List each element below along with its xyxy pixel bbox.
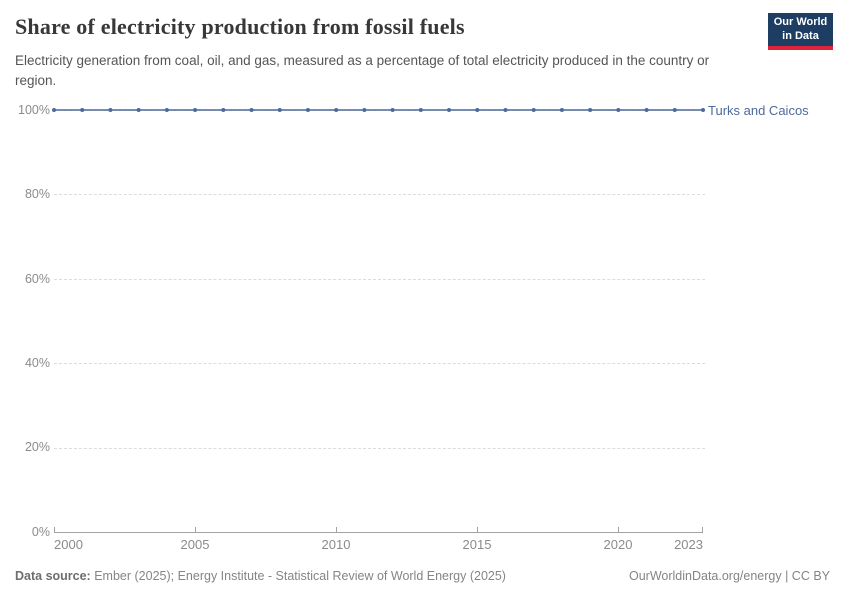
y-axis-label-60: 60% — [24, 272, 50, 286]
y-axis-label-40: 40% — [24, 356, 50, 370]
x-axis-label-2020: 2020 — [603, 537, 633, 552]
x-axis-tick-2005 — [195, 527, 196, 532]
y-axis-label-100: 100% — [18, 103, 50, 117]
owid-logo-line2: in Data — [782, 29, 819, 42]
y-axis-label-20: 20% — [24, 440, 50, 454]
data-source-note: Data source: Ember (2025); Energy Instit… — [15, 569, 506, 583]
series-entity-label: Turks and Caicos — [708, 103, 809, 118]
x-axis-tick-2020 — [618, 527, 619, 532]
x-axis-label-2010: 2010 — [321, 537, 351, 552]
x-axis-label-2000: 2000 — [54, 537, 83, 552]
gridline-100 — [54, 110, 705, 111]
gridline-80 — [54, 194, 705, 195]
x-axis-label-2015: 2015 — [462, 537, 492, 552]
chart-title: Share of electricity production from fos… — [15, 14, 465, 39]
gridline-40 — [54, 363, 705, 364]
y-axis-label-0: 0% — [31, 525, 50, 539]
data-source-text: Ember (2025); Energy Institute - Statist… — [94, 569, 506, 583]
owid-logo: Our World in Data — [768, 13, 833, 50]
y-axis-label-80: 80% — [24, 187, 50, 201]
owid-logo-line1: Our World — [773, 16, 828, 29]
x-axis-tick-2015 — [477, 527, 478, 532]
x-axis-tick-2023 — [702, 527, 703, 532]
x-axis-tick-2010 — [336, 527, 337, 532]
gridline-20 — [54, 448, 705, 449]
x-axis-label-2023: 2023 — [674, 537, 703, 552]
x-axis-label-2005: 2005 — [180, 537, 210, 552]
gridline-60 — [54, 279, 705, 280]
chart-subtitle: Electricity generation from coal, oil, a… — [15, 53, 710, 88]
data-source-label: Data source: — [15, 569, 91, 583]
owid-url-license-link[interactable]: OurWorldinData.org/energy | CC BY — [628, 569, 830, 583]
x-axis-tick-2000 — [54, 527, 55, 532]
x-axis-line — [54, 532, 703, 533]
